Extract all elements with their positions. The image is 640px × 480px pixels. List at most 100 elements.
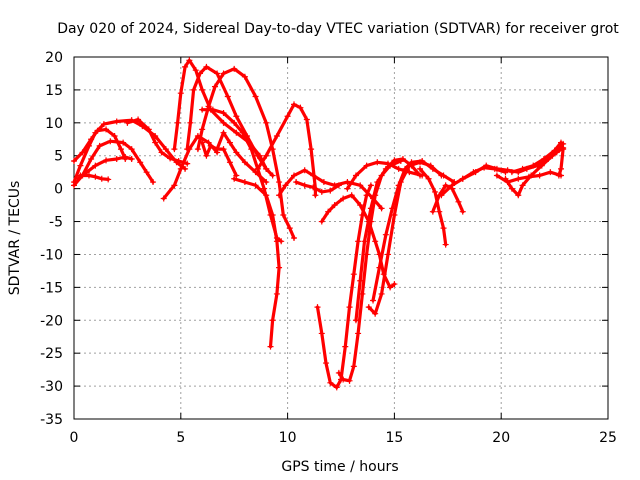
data-series: [276, 167, 385, 212]
data-point: [399, 156, 406, 163]
data-point: [190, 86, 197, 93]
data-point: [220, 70, 227, 77]
data-point: [344, 185, 351, 192]
data-point: [248, 146, 255, 153]
data-point: [459, 175, 466, 182]
data-point: [276, 179, 283, 186]
series-trace: [367, 160, 443, 316]
data-point: [361, 238, 368, 245]
data-point: [308, 146, 315, 153]
data-point: [207, 142, 214, 149]
data-point: [254, 165, 261, 172]
y-tick-label: -35: [40, 412, 63, 428]
data-point: [357, 182, 364, 189]
data-point: [175, 157, 182, 164]
data-point: [320, 179, 327, 186]
data-point: [273, 238, 280, 245]
y-tick-label: 0: [54, 182, 63, 198]
data-point: [233, 113, 240, 120]
data-point: [233, 129, 240, 136]
series-trace: [418, 167, 448, 247]
chart-title: Day 020 of 2024, Sidereal Day-to-day VTE…: [57, 21, 619, 37]
series-trace: [72, 118, 187, 184]
data-point: [128, 156, 135, 163]
data-point: [269, 317, 276, 324]
data-point: [145, 126, 152, 133]
data-point: [254, 152, 261, 159]
data-point: [525, 173, 532, 180]
data-point: [440, 225, 447, 232]
data-point: [113, 156, 120, 163]
series-trace: [232, 177, 281, 349]
data-point: [355, 238, 362, 245]
y-tick-label: -20: [40, 313, 63, 329]
data-point: [273, 290, 280, 297]
tick-layer: 0 5 10 15 20 25 -35 -30 -25 -20 -15 -10 -5 0 5 10 15 20: [40, 50, 617, 446]
data-point: [241, 159, 248, 166]
data-series: [293, 179, 342, 195]
data-series: [231, 175, 283, 350]
data-point: [483, 162, 490, 169]
y-tick-label: 10: [45, 116, 63, 132]
data-point: [233, 149, 240, 156]
y-tick-label: -10: [40, 247, 63, 263]
data-point: [171, 182, 178, 189]
data-point: [122, 154, 129, 161]
data-point: [220, 146, 227, 153]
data-point: [291, 101, 298, 108]
data-point: [226, 139, 233, 146]
data-point: [301, 182, 308, 189]
series-trace: [72, 127, 127, 163]
data-point: [167, 155, 174, 162]
data-point: [184, 160, 191, 167]
data-point: [160, 195, 167, 202]
x-tick-label: 20: [492, 430, 510, 446]
data-point: [276, 192, 283, 199]
data-point: [71, 182, 77, 189]
data-point: [327, 379, 334, 386]
data-point: [417, 165, 424, 172]
data-point: [293, 179, 300, 186]
data-point: [382, 165, 389, 172]
x-tick-label: 15: [385, 430, 403, 446]
data-point: [352, 317, 359, 324]
y-tick-label: -15: [40, 280, 63, 296]
data-point: [391, 157, 398, 164]
data-point: [103, 157, 110, 164]
data-point: [348, 192, 355, 199]
data-point: [267, 343, 274, 350]
data-point: [194, 146, 201, 153]
data-point: [310, 184, 317, 191]
data-point: [203, 63, 210, 70]
data-point: [261, 185, 268, 192]
data-point: [365, 304, 372, 311]
data-point: [211, 83, 218, 90]
data-point: [203, 152, 210, 159]
data-point: [174, 119, 181, 126]
y-tick-label: -30: [40, 379, 63, 395]
y-tick-label: 15: [45, 83, 63, 99]
data-point: [177, 90, 184, 97]
data-point: [71, 157, 77, 164]
data-point: [342, 343, 349, 350]
data-point: [301, 167, 308, 174]
data-point: [220, 129, 227, 136]
data-point: [352, 172, 359, 179]
data-point: [312, 192, 319, 199]
data-point: [77, 172, 84, 179]
data-point: [231, 175, 238, 182]
data-point: [355, 330, 362, 337]
data-point: [391, 211, 398, 218]
data-point: [214, 146, 221, 153]
data-point: [436, 208, 443, 215]
data-point: [269, 211, 276, 218]
data-point: [438, 172, 445, 179]
data-point: [187, 119, 194, 126]
data-point: [370, 297, 377, 304]
data-point: [331, 202, 338, 209]
data-point: [113, 118, 120, 125]
series-trace: [354, 157, 422, 322]
data-series: [214, 129, 270, 186]
data-point: [96, 142, 103, 149]
data-point: [103, 126, 110, 133]
